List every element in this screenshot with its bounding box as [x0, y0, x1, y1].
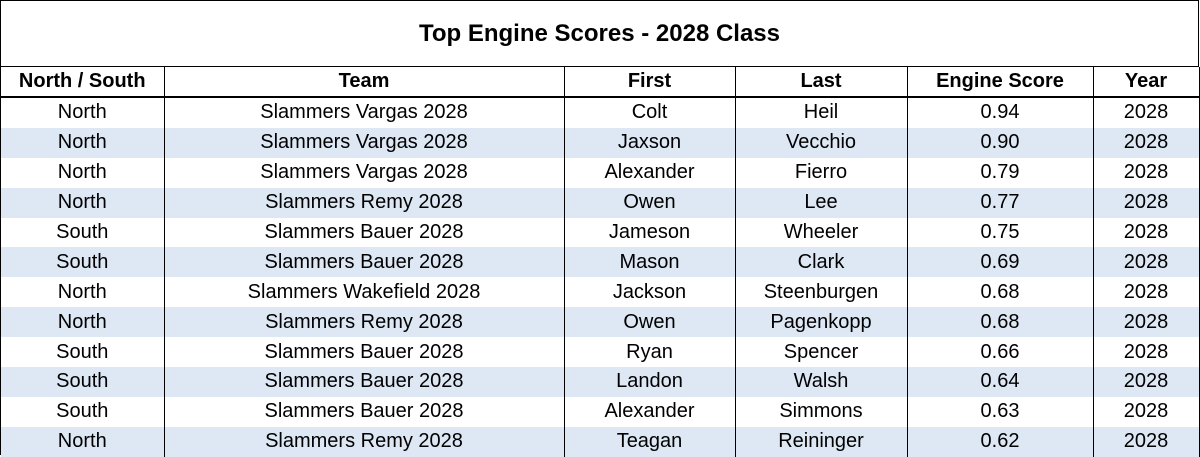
year-cell: 2028 [1093, 426, 1200, 457]
table-row: South Slammers Bauer 2028 Alexander Simmons… [1, 396, 1200, 427]
region-cell: North [1, 157, 165, 188]
year-cell: 2028 [1093, 337, 1200, 368]
year-cell: 2028 [1093, 247, 1200, 278]
last-name-cell: Clark [735, 247, 908, 278]
first-name-cell: Alexander [564, 396, 736, 427]
last-name-cell: Fierro [735, 157, 908, 188]
team-cell: Slammers Bauer 2028 [164, 367, 565, 397]
region-cell: South [1, 247, 165, 278]
last-name-cell: Pagenkopp [735, 307, 908, 338]
first-name-cell: Owen [564, 187, 736, 218]
table-row: North Slammers Vargas 2028 Colt Heil 0.94 202… [1, 97, 1200, 128]
scores-table: North / South Team First Last Engine Sco… [1, 67, 1200, 457]
table-row: North Slammers Remy 2028 Owen Lee 0.77 2028 [1, 187, 1200, 218]
first-name-cell: Jackson [564, 277, 736, 308]
year-cell: 2028 [1093, 396, 1200, 427]
year-cell: 2028 [1093, 217, 1200, 248]
first-name-cell: Colt [564, 97, 736, 128]
year-cell: 2028 [1093, 97, 1200, 128]
region-cell: South [1, 217, 165, 248]
year-cell: 2028 [1093, 367, 1200, 397]
team-cell: Slammers Vargas 2028 [164, 97, 565, 128]
engine-score-cell: 0.64 [907, 367, 1094, 397]
year-cell: 2028 [1093, 187, 1200, 218]
table-body: North Slammers Vargas 2028 Colt Heil 0.94 202… [1, 97, 1200, 457]
first-name-cell: Owen [564, 307, 736, 338]
region-cell: North [1, 426, 165, 457]
first-name-cell: Landon [564, 367, 736, 397]
engine-score-cell: 0.79 [907, 157, 1094, 188]
first-name-cell: Teagan [564, 426, 736, 457]
engine-score-cell: 0.68 [907, 307, 1094, 338]
last-name-cell: Wheeler [735, 217, 908, 248]
engine-score-cell: 0.75 [907, 217, 1094, 248]
last-name-cell: Steenburgen [735, 277, 908, 308]
last-name-cell: Walsh [735, 367, 908, 397]
table-row: North Slammers Wakefield 2028 Jackson Steen… [1, 277, 1200, 308]
region-cell: North [1, 307, 165, 338]
engine-score-cell: 0.94 [907, 97, 1094, 128]
team-cell: Slammers Remy 2028 [164, 307, 565, 338]
last-name-cell: Simmons [735, 396, 908, 427]
column-header-engine-score: Engine Score [907, 67, 1094, 98]
table-row: South Slammers Bauer 2028 Mason Clark 0.69 20… [1, 247, 1200, 278]
table-row: North Slammers Remy 2028 Teagan Reininger 0.… [1, 426, 1200, 457]
column-header-year: Year [1093, 67, 1200, 98]
region-cell: North [1, 127, 165, 158]
team-cell: Slammers Bauer 2028 [164, 396, 565, 427]
last-name-cell: Lee [735, 187, 908, 218]
first-name-cell: Jameson [564, 217, 736, 248]
year-cell: 2028 [1093, 157, 1200, 188]
region-cell: North [1, 97, 165, 128]
region-cell: South [1, 337, 165, 368]
year-cell: 2028 [1093, 277, 1200, 308]
team-cell: Slammers Vargas 2028 [164, 127, 565, 158]
year-cell: 2028 [1093, 307, 1200, 338]
region-cell: North [1, 187, 165, 218]
table-row: North Slammers Vargas 2028 Jaxson Vecchio 0.… [1, 127, 1200, 158]
engine-score-cell: 0.62 [907, 426, 1094, 457]
last-name-cell: Vecchio [735, 127, 908, 158]
last-name-cell: Reininger [735, 426, 908, 457]
header-row: North / South Team First Last Engine Sco… [1, 67, 1200, 98]
team-cell: Slammers Bauer 2028 [164, 337, 565, 368]
column-header-region: North / South [1, 67, 165, 98]
engine-score-cell: 0.66 [907, 337, 1094, 368]
column-header-last: Last [735, 67, 908, 98]
column-header-first: First [564, 67, 736, 98]
year-cell: 2028 [1093, 127, 1200, 158]
team-cell: Slammers Remy 2028 [164, 187, 565, 218]
column-header-team: Team [164, 67, 565, 98]
first-name-cell: Alexander [564, 157, 736, 188]
region-cell: South [1, 396, 165, 427]
first-name-cell: Mason [564, 247, 736, 278]
table-row: North Slammers Remy 2028 Owen Pagenkopp 0.68… [1, 307, 1200, 338]
team-cell: Slammers Wakefield 2028 [164, 277, 565, 308]
engine-score-cell: 0.77 [907, 187, 1094, 218]
first-name-cell: Ryan [564, 337, 736, 368]
first-name-cell: Jaxson [564, 127, 736, 158]
table-row: South Slammers Bauer 2028 Jameson Wheeler 0.… [1, 217, 1200, 248]
region-cell: North [1, 277, 165, 308]
last-name-cell: Heil [735, 97, 908, 128]
engine-score-cell: 0.63 [907, 396, 1094, 427]
engine-score-cell: 0.68 [907, 277, 1094, 308]
engine-score-cell: 0.90 [907, 127, 1094, 158]
team-cell: Slammers Bauer 2028 [164, 217, 565, 248]
region-cell: South [1, 367, 165, 397]
engine-score-cell: 0.69 [907, 247, 1094, 278]
last-name-cell: Spencer [735, 337, 908, 368]
table-title: Top Engine Scores - 2028 Class [1, 1, 1199, 67]
table-row: South Slammers Bauer 2028 Landon Walsh 0.64 2… [1, 367, 1200, 397]
table-row: North Slammers Vargas 2028 Alexander Fierro… [1, 157, 1200, 188]
team-cell: Slammers Vargas 2028 [164, 157, 565, 188]
team-cell: Slammers Bauer 2028 [164, 247, 565, 278]
team-cell: Slammers Remy 2028 [164, 426, 565, 457]
table-row: South Slammers Bauer 2028 Ryan Spencer 0.66 2… [1, 337, 1200, 368]
